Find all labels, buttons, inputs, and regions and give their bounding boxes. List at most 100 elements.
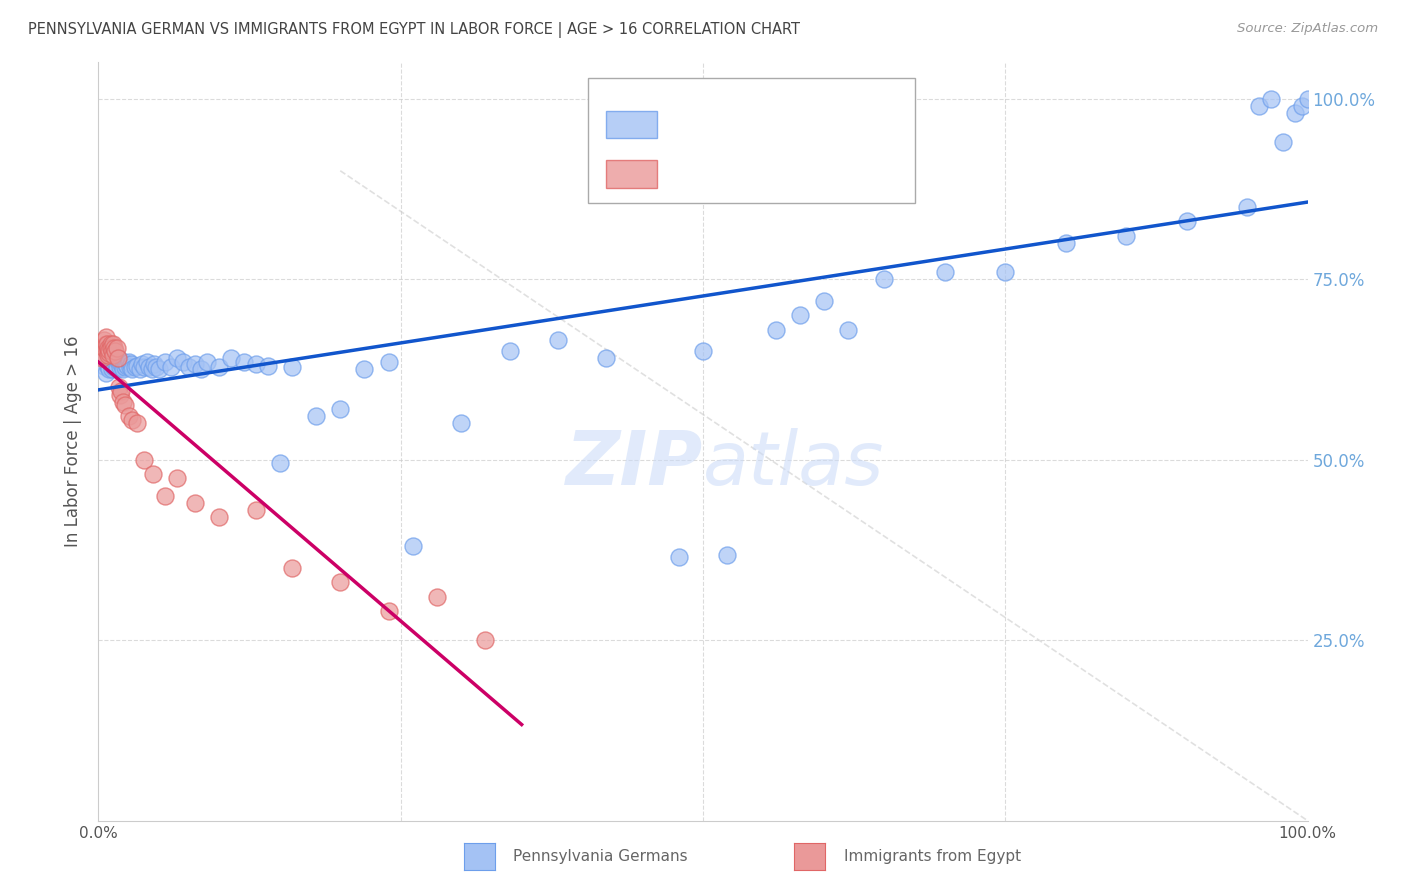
Point <box>153 489 176 503</box>
Point <box>1249 99 1271 113</box>
Point <box>111 394 134 409</box>
Text: 0.325: 0.325 <box>717 120 776 137</box>
Point <box>692 344 714 359</box>
Point <box>111 359 134 373</box>
Point <box>100 344 122 359</box>
Point <box>96 344 118 359</box>
Point <box>94 337 117 351</box>
Point <box>1291 99 1313 113</box>
Point <box>98 345 121 359</box>
Point <box>100 355 122 369</box>
Point <box>110 384 132 398</box>
Point <box>105 341 128 355</box>
Point <box>104 344 127 359</box>
Point <box>377 355 399 369</box>
Point <box>127 417 149 431</box>
Point <box>141 362 163 376</box>
Point <box>107 351 129 366</box>
Point <box>1284 106 1306 120</box>
Point <box>138 360 160 375</box>
Point <box>112 355 135 369</box>
Point <box>269 456 291 470</box>
FancyBboxPatch shape <box>606 160 657 187</box>
Point <box>145 360 167 375</box>
Point <box>100 337 122 351</box>
Point <box>402 539 425 553</box>
Point <box>142 467 165 481</box>
Point <box>91 348 114 362</box>
Point <box>97 359 120 373</box>
Point <box>1272 135 1295 149</box>
Point <box>111 362 134 376</box>
Point <box>117 359 139 373</box>
Point <box>498 344 520 359</box>
Point <box>114 399 136 413</box>
Point <box>93 359 115 373</box>
Point <box>143 357 166 371</box>
Point <box>281 561 304 575</box>
Text: R =: R = <box>672 169 703 186</box>
Point <box>172 355 194 369</box>
Point <box>668 550 690 565</box>
Text: Pennsylvania Germans: Pennsylvania Germans <box>513 849 688 863</box>
Y-axis label: In Labor Force | Age > 16: In Labor Force | Age > 16 <box>65 335 83 548</box>
Point <box>114 360 136 375</box>
Text: N = 41: N = 41 <box>799 169 860 186</box>
Point <box>101 337 124 351</box>
Point <box>93 341 115 355</box>
Point <box>105 362 128 376</box>
Point <box>789 308 811 322</box>
Point <box>128 362 150 376</box>
Point <box>98 362 121 376</box>
Point <box>232 355 254 369</box>
Point <box>135 355 157 369</box>
Point <box>108 380 131 394</box>
Point <box>813 293 835 308</box>
Point <box>103 341 125 355</box>
Point <box>837 323 859 337</box>
Point <box>1236 200 1258 214</box>
Point <box>120 357 142 371</box>
Point <box>195 355 218 369</box>
Point <box>93 334 115 348</box>
Point <box>121 362 143 376</box>
Point <box>281 360 304 375</box>
Point <box>134 360 156 375</box>
Point <box>208 360 231 375</box>
Point <box>96 337 118 351</box>
Point <box>221 351 243 366</box>
Text: R =: R = <box>672 120 707 137</box>
Point <box>118 409 141 424</box>
Point <box>127 359 149 373</box>
Point <box>245 357 267 371</box>
Point <box>94 366 117 380</box>
Point <box>1296 91 1319 105</box>
Point <box>115 357 138 371</box>
Point <box>450 417 472 431</box>
Point <box>353 362 375 376</box>
Point <box>107 351 129 366</box>
Point <box>91 351 114 366</box>
Point <box>100 341 122 355</box>
FancyBboxPatch shape <box>588 78 915 202</box>
Point <box>716 548 738 562</box>
Point <box>134 452 156 467</box>
Point <box>110 357 132 371</box>
Point <box>595 351 617 366</box>
Point <box>994 265 1017 279</box>
Point <box>474 633 496 648</box>
Point <box>108 387 131 401</box>
Text: atlas: atlas <box>703 428 884 500</box>
Point <box>131 357 153 371</box>
Point <box>101 359 124 373</box>
FancyBboxPatch shape <box>606 111 657 138</box>
Point <box>121 413 143 427</box>
Point <box>108 360 131 375</box>
Point <box>377 604 399 618</box>
Point <box>329 402 352 417</box>
Point <box>547 334 569 348</box>
Point <box>184 496 207 510</box>
Point <box>245 503 267 517</box>
Point <box>1115 228 1137 243</box>
Point <box>97 341 120 355</box>
